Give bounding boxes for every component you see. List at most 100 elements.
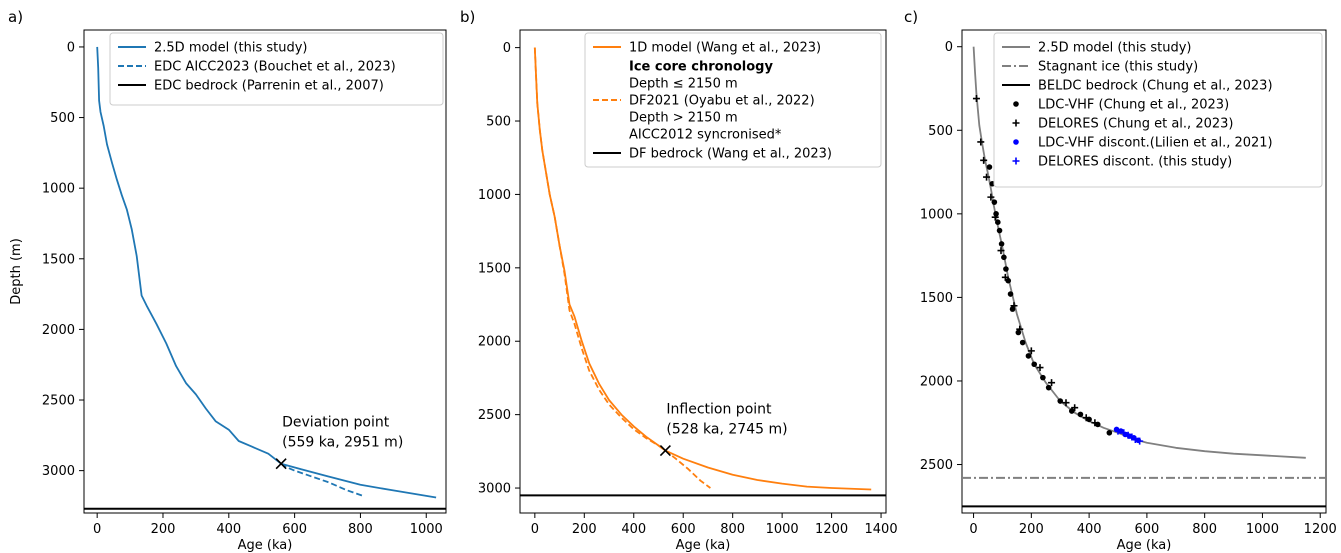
legend: 2.5D model (this study) Stagnant ice (thi…: [993, 32, 1323, 188]
legend-extra-text: AICC2012 syncronised*: [629, 128, 782, 143]
scatter-plus-point: [1136, 437, 1144, 445]
x-axis-label: Age (ka): [238, 538, 293, 553]
x-tick-label: 200: [572, 522, 597, 537]
y-tick-label: 2000: [478, 335, 511, 350]
scatter-dot-point: [1077, 411, 1084, 418]
scatter-plus-point: [1124, 431, 1132, 439]
scatter-dot-point: [1057, 398, 1064, 404]
x-tick-label: 0: [969, 522, 977, 537]
panel-letter: a): [8, 8, 23, 26]
scatter-dot-point: [1040, 374, 1046, 381]
panel-letter: c): [904, 8, 918, 26]
legend-box: [993, 32, 1323, 188]
scatter-dot-point: [1019, 339, 1026, 346]
scatter-plus-point: [1016, 325, 1024, 333]
scatter-plus-point: [980, 156, 988, 164]
x-tick-label: 200: [151, 522, 176, 537]
legend-extra-text: Depth ≤ 2150 m: [629, 77, 738, 92]
legend: 1D model (Wang et al., 2023) Ice core chr…: [584, 32, 882, 168]
scatter-plus-point: [1001, 273, 1009, 281]
panel-b: b) 0 200 400 600 800 1000 1200 1400 0 500 1000 1500 2…: [460, 8, 898, 553]
scatter-plus-point: [972, 95, 980, 103]
y-tick-label: 0: [503, 41, 511, 56]
y-tick-label: 2000: [42, 323, 75, 338]
legend-entry-label: DF bedrock (Wang et al., 2023): [629, 147, 832, 162]
legend-plus-handle: [1012, 119, 1020, 127]
annotation-line1: Deviation point: [282, 415, 390, 431]
scatter-plus-point: [1071, 404, 1079, 412]
legend-entry-label: LDC-VHF discont.(Lilien et al., 2021): [1038, 136, 1273, 151]
x-axis-label: Age (ka): [676, 538, 731, 553]
scatter-plus-point: [1120, 429, 1128, 437]
annotation-line1: Inflection point: [666, 402, 772, 418]
x-tick-label: 800: [720, 522, 745, 537]
scatter-dot-point: [1007, 291, 1014, 297]
plot-area: [962, 46, 1326, 508]
scatter-plus-point: [983, 173, 991, 181]
y-tick-label: 0: [67, 40, 75, 55]
legend-entry-label: BELDC bedrock (Chung et al., 2023): [1038, 79, 1273, 94]
y-tick-label: 3000: [478, 482, 511, 497]
scatter-dot-point: [1003, 266, 1009, 272]
scatter-plus-point: [1082, 414, 1090, 422]
x-tick-label: 400: [1077, 522, 1102, 537]
scatter-dot-point: [986, 164, 993, 170]
axes-frame: [519, 29, 887, 514]
x-tick-label: 400: [216, 522, 241, 537]
scatter-plus-point: [991, 213, 999, 221]
panel-letter: b): [460, 8, 475, 26]
x-tick-label: 800: [348, 522, 373, 537]
scatter-plus-point: [1062, 399, 1070, 407]
x-tick-label: 1200: [1304, 522, 1337, 537]
scatter-plus-point: [987, 193, 995, 201]
y-tick-label: 1000: [478, 188, 511, 203]
scatter-dot-point: [1031, 361, 1038, 368]
y-tick-label: 1500: [42, 252, 75, 267]
y-tick-label: 2500: [920, 458, 953, 473]
scatter-plus-point: [997, 247, 1005, 255]
scatter-dot-point: [993, 211, 999, 217]
y-tick-label: 1000: [42, 182, 75, 197]
legend-plus-handle: [1012, 157, 1020, 165]
annotation-line2: (528 ka, 2745 m): [666, 422, 787, 438]
legend-entry-label: LDC-VHF (Chung et al., 2023): [1038, 98, 1229, 113]
series-line: [972, 46, 1306, 459]
x-marker: [275, 458, 287, 470]
scatter-plus-point: [1010, 302, 1018, 310]
y-tick-label: 2000: [920, 374, 953, 389]
legend-dot-handle: [1013, 139, 1019, 145]
panel-c: c) 0 200 400 600 800 1000 1200 0 500 1000 1500 2000 2…: [904, 8, 1337, 553]
legend-entry-label: 2.5D model (this study): [1038, 41, 1191, 56]
legend-heading: Ice core chronology: [629, 60, 773, 75]
y-tick-label: 1000: [920, 207, 953, 222]
legend-entry-label: Stagnant ice (this study): [1038, 60, 1198, 75]
scatter-plus-point: [1027, 347, 1035, 355]
legend-entry-label: EDC bedrock (Parrenin et al., 2007): [154, 79, 384, 94]
legend-extra-text: Depth > 2150 m: [629, 111, 738, 126]
x-axis-label: Age (ka): [1117, 538, 1172, 553]
legend-entry-label: 2.5D model (this study): [154, 41, 307, 56]
x-tick-label: 600: [282, 522, 307, 537]
scatter-dot-point: [1005, 277, 1012, 284]
x-tick-label: 200: [1019, 522, 1044, 537]
legend-entry-label: DELORES discont. (this study): [1038, 155, 1232, 170]
scatter-dot-point: [1068, 408, 1075, 414]
y-axis-label: Depth (m): [9, 238, 24, 305]
axes-frame: [83, 29, 447, 514]
x-tick-label: 600: [671, 522, 696, 537]
scatter-dot-point: [998, 241, 1005, 247]
y-tick-label: 500: [486, 115, 511, 130]
legend: 2.5D model (this study) EDC AICC2023 (Bou…: [109, 32, 444, 106]
y-tick-label: 2500: [478, 408, 511, 423]
scatter-dot-point: [996, 227, 1003, 234]
y-tick-label: 500: [928, 124, 953, 139]
x-tick-label: 0: [93, 522, 101, 537]
scatter-dot-point: [1001, 254, 1007, 261]
x-tick-label: 1200: [815, 522, 848, 537]
scatter-plus-point: [977, 138, 985, 146]
x-tick-label: 400: [621, 522, 646, 537]
x-tick-label: 1000: [410, 522, 443, 537]
annotation-line2: (559 ka, 2951 m): [282, 435, 403, 451]
y-tick-label: 1500: [478, 261, 511, 276]
